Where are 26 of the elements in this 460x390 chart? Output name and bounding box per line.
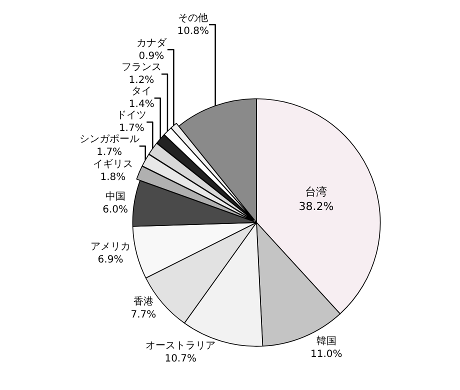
data-label: 1.2% — [128, 75, 154, 86]
slice-label: 香港 — [133, 296, 154, 308]
slice-label: 韓国 — [316, 334, 336, 347]
data-label: 7.7% — [130, 310, 156, 321]
data-label: 10.8% — [177, 26, 210, 38]
data-label: 0.9% — [138, 51, 164, 62]
slice-label: その他 — [178, 12, 208, 24]
slice-label: ドイツ — [116, 110, 147, 122]
slice-label: オーストラリア — [146, 340, 216, 352]
slice-label: フランス — [121, 62, 162, 74]
data-label: 6.0% — [102, 204, 128, 216]
data-label: 10.7% — [164, 353, 196, 364]
data-label: 1.7% — [96, 147, 122, 158]
slice-label: アメリカ — [90, 242, 131, 253]
data-label: 1.7% — [118, 123, 144, 134]
slice-label: タイ — [132, 86, 152, 98]
slice-label: 中国 — [105, 190, 126, 202]
slice-label: 台湾 — [305, 186, 328, 199]
slice-label: カナダ — [136, 37, 168, 50]
data-label: 38.2% — [298, 200, 334, 213]
slice-label: イギリス — [92, 158, 133, 170]
data-label: 11.0% — [310, 348, 342, 360]
data-label: 1.4% — [128, 99, 154, 110]
data-label: 1.8% — [100, 172, 126, 184]
data-label: 6.9% — [98, 254, 124, 266]
slice-label: シンガポール — [79, 134, 140, 146]
